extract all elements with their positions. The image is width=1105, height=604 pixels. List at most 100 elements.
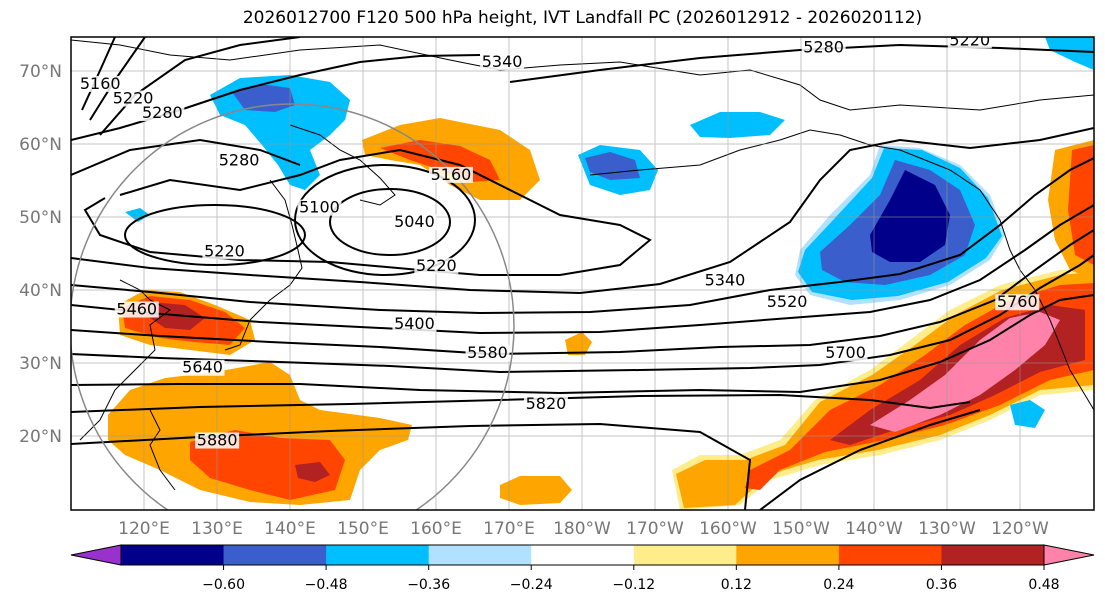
- contour-label: 5400: [394, 314, 435, 333]
- contour-label-bg: [111, 90, 156, 107]
- contour-label: 5160: [431, 165, 472, 184]
- colorbar-tick-label: −0.36: [407, 577, 450, 593]
- shade-orange-small: [565, 332, 592, 355]
- contour-label-bg: [465, 345, 510, 362]
- contour-label-bg: [428, 166, 473, 183]
- colorbar-tick-label: 0.36: [926, 577, 957, 593]
- lon-tick-label: 130°W: [918, 519, 976, 539]
- contour-label-bg: [947, 37, 992, 49]
- colorbar-extend-high: [1043, 544, 1095, 566]
- contour-label-bg: [140, 105, 185, 122]
- colorbar-swatch: [428, 545, 532, 565]
- contour-label-bg: [392, 214, 437, 231]
- lon-tick-label: 160°E: [410, 519, 462, 539]
- contour-label: 5760: [997, 292, 1038, 311]
- contour-label: 5280: [142, 103, 183, 122]
- shade-cyan-20n: [1010, 400, 1045, 428]
- colorbar-tick-label: 0.24: [823, 577, 854, 593]
- colorbar-tick-label: −0.60: [202, 577, 245, 593]
- colorbar-swatch: [531, 545, 635, 565]
- shade-navy-gulf: [870, 170, 950, 262]
- contour-label: 5220: [204, 241, 245, 260]
- lon-ticks: 120°E 130°E 140°E 150°E 160°E 170°E 180°…: [118, 519, 1049, 539]
- colorbar-frame: [120, 544, 1045, 566]
- contour-label-bg: [180, 359, 225, 376]
- colorbar-swatch: [941, 545, 1045, 565]
- contour-label: 5220: [113, 88, 154, 107]
- contour-label-bg: [297, 199, 342, 216]
- shade-pink-plume: [870, 312, 1060, 432]
- contour-label-bg: [823, 345, 868, 362]
- colorbar-swatch: [326, 545, 430, 565]
- shade-cyan-alaska: [690, 112, 785, 138]
- colorbar-swatch: [121, 545, 225, 565]
- lon-tick-label: 160°W: [699, 519, 757, 539]
- contour-label: 5700: [825, 343, 866, 362]
- colorbar: −0.60 −0.48 −0.36 −0.24 −0.12 0.12 0.24 0.36 0.4…: [70, 544, 1095, 593]
- colorbar-tick-label: 0.48: [1028, 577, 1059, 593]
- lat-tick-label: 30°N: [19, 354, 62, 374]
- contour-label-bg: [765, 294, 810, 311]
- contour-label: 5880: [197, 431, 238, 450]
- range-ring: [71, 103, 515, 510]
- lon-tick-label: 140°W: [845, 519, 903, 539]
- contour-label: 5280: [803, 38, 844, 57]
- colorbar-tick-label: −0.48: [305, 577, 348, 593]
- lat-tick-label: 50°N: [19, 208, 62, 228]
- lat-tick-label: 20°N: [19, 427, 62, 447]
- colorbar-swatch: [633, 545, 737, 565]
- lon-tick-label: 120°W: [991, 519, 1049, 539]
- colorbar-tick-label: −0.24: [510, 577, 553, 593]
- lat-tick-label: 40°N: [19, 281, 62, 301]
- contour-label: 5040: [394, 212, 435, 231]
- lon-tick-label: 150°E: [337, 519, 389, 539]
- lon-tick-label: 140°E: [264, 519, 316, 539]
- lat-ticks: 70°N 60°N 50°N 40°N 30°N 20°N: [19, 62, 62, 447]
- contour-label: 5640: [182, 358, 223, 377]
- colorbar-tick-label: 0.12: [721, 577, 752, 593]
- lon-tick-label: 170°E: [483, 519, 535, 539]
- contour-label: 5280: [219, 150, 260, 169]
- contour-label-bg: [801, 39, 846, 56]
- lon-tick-label: 130°E: [191, 519, 243, 539]
- contour-label: 5460: [116, 300, 157, 319]
- contour-label: 5820: [526, 394, 567, 413]
- map-frame: [70, 36, 1095, 511]
- shade-orange-hawaii: [500, 476, 572, 505]
- contour-label-bg: [995, 294, 1040, 311]
- contour-label-bg: [202, 243, 247, 260]
- contour-label: 5520: [767, 292, 808, 311]
- contour-label: 5340: [705, 270, 746, 289]
- contour-label-bg: [702, 272, 747, 289]
- colorbar-extend-low: [70, 544, 122, 566]
- contour-label-bg: [195, 432, 240, 449]
- contour-label-bg: [114, 301, 159, 318]
- colorbar-swatch: [838, 545, 942, 565]
- contour-label-bg: [78, 75, 123, 92]
- colorbar-tick-label: −0.12: [612, 577, 655, 593]
- shade-cyan-corner: [1045, 37, 1094, 70]
- lon-tick-label: 180°W: [553, 519, 611, 539]
- contour-label-bg: [523, 396, 568, 413]
- contour-label-bg: [217, 152, 262, 169]
- contour-label-bg: [392, 316, 437, 333]
- contour-label: 5340: [482, 52, 523, 71]
- lon-tick-label: 150°W: [772, 519, 830, 539]
- lat-tick-label: 70°N: [19, 62, 62, 82]
- contour-label-bg: [414, 257, 459, 274]
- contour-label: 5160: [80, 74, 121, 93]
- lat-tick-label: 60°N: [19, 135, 62, 155]
- lon-tick-label: 120°E: [118, 519, 170, 539]
- contour-label: 5220: [416, 256, 457, 275]
- lon-tick-label: 170°W: [626, 519, 684, 539]
- contour-label-bg: [480, 54, 525, 71]
- colorbar-swatch: [223, 545, 327, 565]
- contour-label: 5220: [949, 30, 990, 49]
- coastlines: [71, 39, 1094, 491]
- height-contours: [71, 37, 1094, 510]
- contour-label: 5100: [299, 198, 340, 217]
- contour-labels: 5160522052805280510051605040522052205340…: [78, 30, 1040, 450]
- chart-title: 2026012700 F120 500 hPa height, IVT Land…: [242, 8, 923, 28]
- shade-darkred-west: [295, 462, 330, 482]
